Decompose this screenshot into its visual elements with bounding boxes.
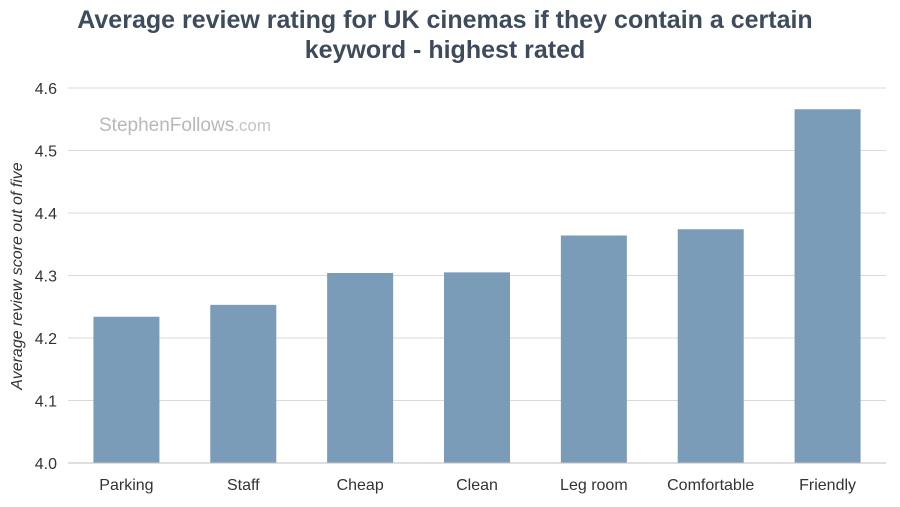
y-tick-label: 4.3	[35, 269, 57, 286]
y-tick-label: 4.6	[35, 81, 57, 98]
x-axis-categories: Parking Staff Cheap Clean Leg room Comfortabl…	[99, 477, 856, 494]
y-tick-label: 4.0	[35, 456, 57, 473]
y-axis-label: Average review score out of five	[9, 162, 26, 390]
x-category-label: Cheap	[337, 477, 384, 494]
bar-clean	[444, 272, 510, 463]
x-category-label: Staff	[227, 477, 260, 494]
y-tick-label: 4.2	[35, 331, 57, 348]
bar-cheap	[327, 273, 394, 463]
chart-title-line-1: Average review rating for UK cinemas if …	[77, 6, 812, 34]
chart-title-line-2: keyword - highest rated	[305, 36, 586, 64]
watermark-main: StephenFollows	[99, 115, 234, 136]
watermark: StephenFollows.com	[99, 115, 271, 136]
x-category-label: Leg room	[560, 477, 628, 494]
x-category-label: Comfortable	[667, 477, 754, 494]
y-tick-label: 4.4	[35, 206, 57, 223]
y-tick-label: 4.5	[35, 144, 57, 161]
bar-leg-room	[560, 235, 627, 463]
x-category-label: Friendly	[799, 477, 856, 494]
bar-comfortable	[677, 229, 744, 463]
x-category-label: Parking	[99, 477, 153, 494]
bar-parking	[93, 316, 160, 463]
bar-friendly	[794, 109, 861, 463]
bars	[93, 109, 861, 463]
x-category-label: Clean	[456, 477, 498, 494]
watermark-suffix: .com	[234, 116, 271, 135]
y-tick-label: 4.1	[35, 394, 57, 411]
bar-staff	[210, 304, 277, 463]
y-axis-ticks: 4.0 4.1 4.2 4.3 4.4 4.5 4.6	[35, 81, 57, 473]
